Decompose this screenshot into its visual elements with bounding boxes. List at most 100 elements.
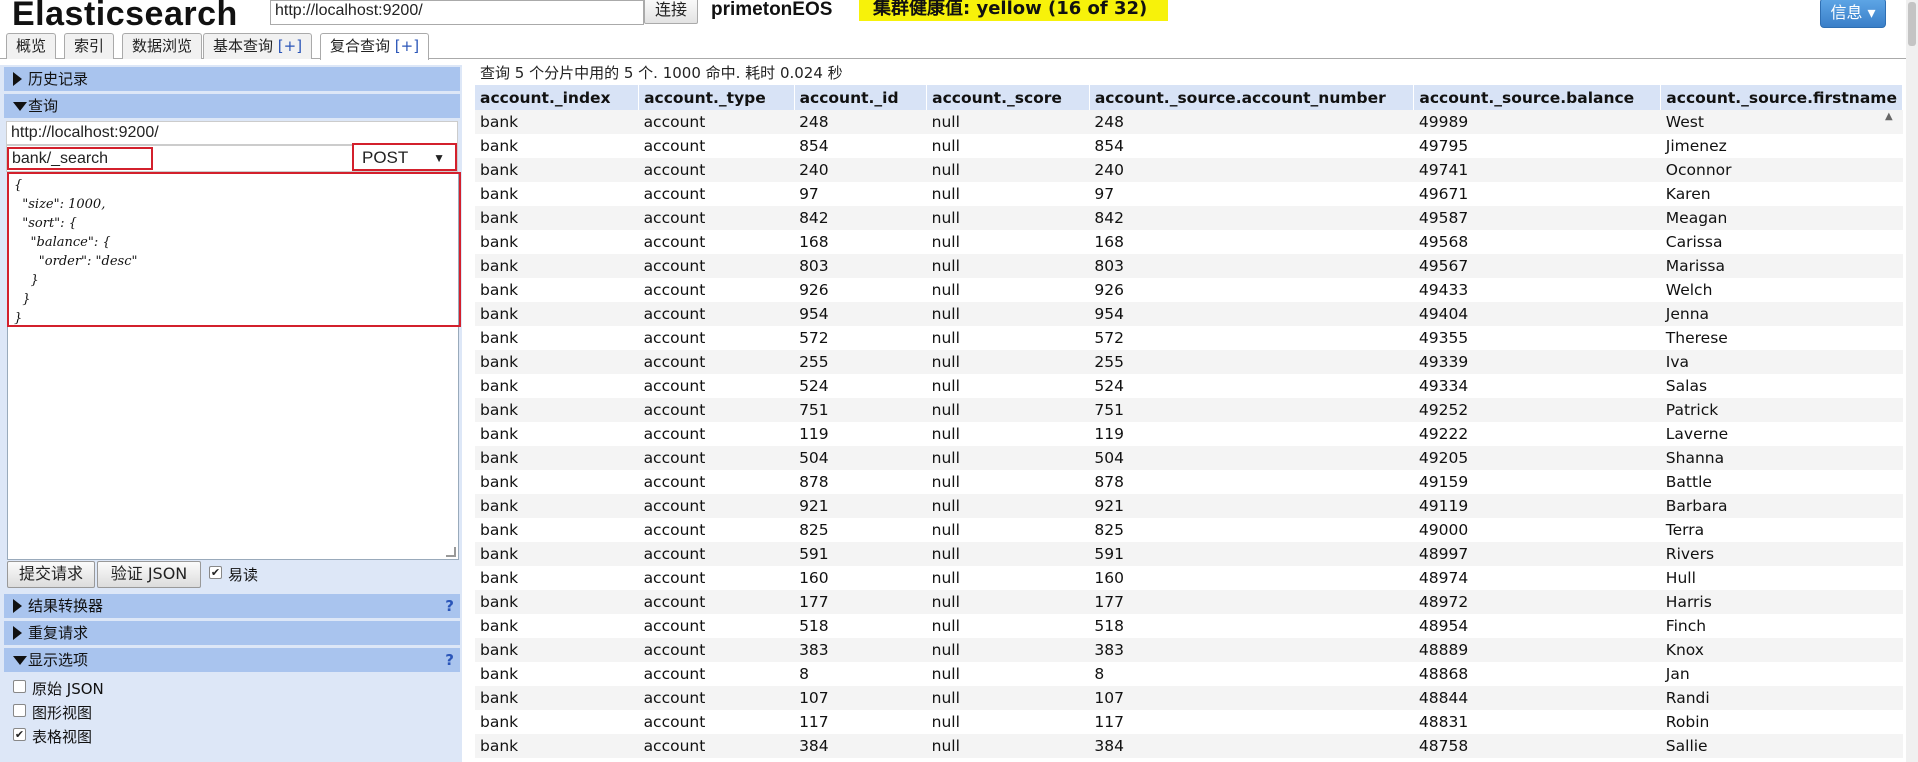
table-cell: 97 <box>799 185 819 203</box>
history-section-header[interactable]: 历史记录 <box>4 67 460 91</box>
column-header[interactable]: account._index <box>475 85 640 110</box>
table-row[interactable]: bank account 504 null 504 49205 Shanna <box>475 446 1903 470</box>
table-row[interactable]: bank account 255 null 255 49339 Iva <box>475 350 1903 374</box>
table-row[interactable]: bank account 591 null 591 48997 Rivers <box>475 542 1903 566</box>
table-cell: 177 <box>794 590 927 614</box>
table-cell: account <box>638 398 795 422</box>
table-row[interactable]: bank account 926 null 926 49433 Welch <box>475 278 1903 302</box>
tab-indices[interactable]: 索引 <box>64 33 115 59</box>
table-cell: 8 <box>799 665 809 683</box>
table-cell: bank <box>480 377 519 395</box>
table-row[interactable]: bank account 177 null 177 48972 Harris <box>475 590 1903 614</box>
table-cell: null <box>926 350 1090 374</box>
column-header[interactable]: account._source.account_number <box>1089 85 1415 110</box>
table-row[interactable]: bank account 842 null 842 49587 Meagan <box>475 206 1903 230</box>
column-header[interactable]: account._id <box>794 85 928 110</box>
table-row[interactable]: bank account 572 null 572 49355 Therese <box>475 326 1903 350</box>
cluster-health-badge: 集群健康值: yellow (16 of 32) <box>859 0 1168 21</box>
table-cell: 572 <box>799 329 829 347</box>
table-cell: bank <box>475 350 639 374</box>
table-row[interactable]: bank account 518 null 518 48954 Finch <box>475 614 1903 638</box>
table-row[interactable]: bank account 8 null 8 48868 Jan <box>475 662 1903 686</box>
cluster-url-input[interactable]: http://localhost:9200/ <box>270 0 644 25</box>
tab-overview[interactable]: 概览 <box>6 33 57 59</box>
table-cell: account <box>638 110 795 134</box>
table-cell: 49334 <box>1418 377 1469 395</box>
table-view-label: 表格视图 <box>32 728 93 746</box>
collapse-arrow-icon <box>13 102 27 111</box>
table-row[interactable]: bank account 825 null 825 49000 Terra <box>475 518 1903 542</box>
table-row[interactable]: bank account 97 null 97 49671 Karen <box>475 182 1903 206</box>
table-row[interactable]: bank account 921 null 921 49119 Barbara <box>475 494 1903 518</box>
table-cell: 49568 <box>1418 233 1469 251</box>
help-icon[interactable]: ? <box>445 597 454 615</box>
help-icon[interactable]: ? <box>445 651 454 669</box>
tab-data-browser[interactable]: 数据浏览 <box>122 33 203 59</box>
table-cell: 49741 <box>1413 158 1661 182</box>
scroll-up-icon[interactable]: ▲ <box>1885 111 1893 122</box>
table-row[interactable]: bank account 878 null 878 49159 Battle <box>475 470 1903 494</box>
column-header[interactable]: account._source.firstname <box>1660 85 1903 110</box>
table-cell: null <box>931 569 960 587</box>
table-row[interactable]: bank account 751 null 751 49252 Patrick <box>475 398 1903 422</box>
table-cell: account <box>643 377 706 395</box>
table-cell: 524 <box>1094 377 1124 395</box>
table-cell: 8 <box>1094 665 1105 683</box>
table-cell: null <box>931 425 960 443</box>
table-cell: 49355 <box>1418 329 1469 347</box>
request-url-input[interactable]: http://localhost:9200/ <box>6 121 458 145</box>
column-header[interactable]: account._source.balance <box>1413 85 1662 110</box>
highlight-box <box>7 172 461 327</box>
table-row[interactable]: bank account 160 null 160 48974 Hull <box>475 566 1903 590</box>
table-view-checkbox[interactable]: ✔ <box>13 728 26 741</box>
json-line: } <box>14 292 31 307</box>
tab-basic-query[interactable]: 基本查询 [+] <box>203 33 313 59</box>
table-cell: account <box>638 254 795 278</box>
tab-plus[interactable]: [+] <box>277 37 303 55</box>
repeat-section-header[interactable]: 重复请求 <box>4 621 460 645</box>
table-row[interactable]: bank account 524 null 524 49334 Salas <box>475 374 1903 398</box>
table-row[interactable]: bank account 168 null 168 49568 Carissa <box>475 230 1903 254</box>
tab-plus[interactable]: [+] <box>394 37 420 55</box>
table-row[interactable]: bank account 854 null 854 49795 Jimenez <box>475 134 1903 158</box>
http-method-select[interactable]: POST ▼ <box>352 143 457 171</box>
table-row[interactable]: bank account 107 null 107 48844 Randi <box>475 686 1903 710</box>
table-row[interactable]: bank account 119 null 119 49222 Laverne <box>475 422 1903 446</box>
table-cell: null <box>926 254 1090 278</box>
raw-json-checkbox[interactable] <box>13 680 26 693</box>
table-row[interactable]: bank account 383 null 383 48889 Knox <box>475 638 1903 662</box>
table-cell: 878 <box>799 473 829 491</box>
display-options-header[interactable]: 显示选项 ? <box>4 648 460 672</box>
resize-handle-icon[interactable] <box>446 547 456 557</box>
column-header[interactable]: account._type <box>638 85 795 110</box>
table-cell: Terra <box>1665 521 1705 539</box>
tab-compound-query[interactable]: 复合查询 [+] <box>320 33 430 60</box>
column-header[interactable]: account._score <box>926 85 1090 110</box>
transformer-section-header[interactable]: 结果转换器 ? <box>4 594 460 618</box>
graph-view-checkbox[interactable] <box>13 704 26 717</box>
table-cell: Jimenez <box>1665 137 1727 155</box>
table-row[interactable]: bank account 803 null 803 49567 Marissa <box>475 254 1903 278</box>
info-dropdown-button[interactable]: 信息 ▾ <box>1820 0 1886 28</box>
table-row[interactable]: bank account 117 null 117 48831 Robin <box>475 710 1903 734</box>
table-row[interactable]: bank account 240 null 240 49741 Oconnor <box>475 158 1903 182</box>
submit-request-button[interactable]: 提交请求 <box>7 561 95 588</box>
connect-button[interactable]: 连接 <box>644 0 698 24</box>
table-cell: 383 <box>794 638 927 662</box>
request-body-editor[interactable]: { "size": 1000, "sort": { "balance": { "… <box>7 172 461 560</box>
table-row[interactable]: bank account 384 null 384 48758 Sallie <box>475 734 1903 758</box>
table-row[interactable]: bank account 954 null 954 49404 Jenna <box>475 302 1903 326</box>
query-section-header[interactable]: 查询 <box>4 94 460 118</box>
table-cell: 49433 <box>1418 281 1469 299</box>
pretty-checkbox[interactable]: ✔ <box>209 566 222 579</box>
table-cell: bank <box>475 590 639 614</box>
page-scrollbar[interactable] <box>1906 0 1918 762</box>
table-cell: 49989 <box>1413 110 1661 134</box>
table-cell: 160 <box>1094 569 1124 587</box>
table-row[interactable]: bank account 248 null 248 49989 West <box>475 110 1903 134</box>
validate-json-button[interactable]: 验证 JSON <box>97 561 201 588</box>
tab-label: 基本查询 <box>213 37 274 55</box>
table-cell: bank <box>475 446 639 470</box>
scrollbar-thumb[interactable] <box>1908 2 1916 46</box>
request-path-input[interactable]: bank/_search <box>7 147 153 170</box>
